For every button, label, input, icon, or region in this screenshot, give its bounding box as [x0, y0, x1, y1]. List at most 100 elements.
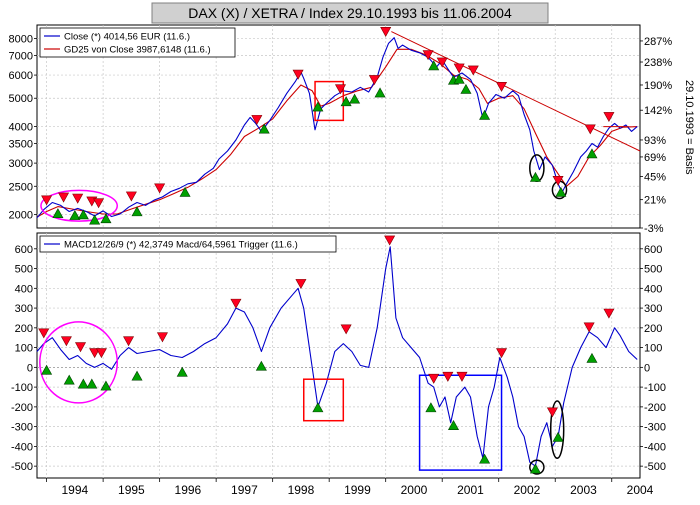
- lower-y-tick-label: 600: [15, 244, 33, 256]
- lower-y-tick-label-right: 400: [644, 283, 662, 295]
- buy-signal-marker: [63, 374, 75, 385]
- sell-signal-marker: [95, 348, 107, 359]
- lower-y-tick-label: 200: [15, 323, 33, 335]
- upper-signal-markers: [41, 27, 615, 225]
- sell-signal-marker: [422, 50, 434, 61]
- sell-signal-marker: [496, 348, 508, 359]
- x-tick-label: 1997: [231, 483, 258, 497]
- sell-signal-marker: [368, 75, 380, 86]
- buy-signal-marker: [586, 148, 598, 159]
- lower-y-tick-label: -100: [11, 382, 33, 394]
- chart-title: DAX (X) / XETRA / Index 29.10.1993 bis 1…: [188, 5, 512, 21]
- pct-tick-label: 238%: [644, 57, 672, 69]
- highlight-box: [314, 80, 345, 122]
- lower-panel: [36, 232, 641, 479]
- pct-tick-label: 142%: [644, 105, 672, 117]
- sell-signal-marker: [467, 65, 479, 76]
- buy-signal-marker: [340, 96, 352, 107]
- buy-signal-marker: [552, 431, 564, 442]
- x-tick-label: 1995: [118, 483, 145, 497]
- sell-signal-marker: [584, 124, 596, 135]
- legend-close: Close (*) 4014,56 EUR (11.6.): [64, 32, 190, 43]
- lower-y-tick-label-right: 0: [644, 362, 650, 374]
- sell-signal-marker: [123, 336, 135, 347]
- lower-y-tick-label-right: 500: [644, 264, 662, 276]
- lower-y-tick-label-right: -100: [644, 382, 666, 394]
- highlight-ellipse: [549, 400, 565, 459]
- sell-signal-marker: [334, 84, 346, 95]
- pct-tick-label: 287%: [644, 36, 672, 48]
- highlight-ellipse: [39, 321, 118, 404]
- upper-y-tick-label: 2000: [9, 210, 33, 222]
- lower-y-tick-label: 100: [15, 343, 33, 355]
- highlight-box: [302, 378, 345, 422]
- buy-signal-marker: [529, 463, 541, 474]
- buy-signal-marker: [312, 402, 324, 413]
- lower-y-tick-label-right: 200: [644, 323, 662, 335]
- buy-signal-marker: [69, 210, 81, 220]
- buy-signal-marker: [349, 93, 361, 104]
- lower-y-tick-label: 500: [15, 264, 33, 276]
- buy-signal-marker: [179, 186, 191, 197]
- buy-signal-marker: [447, 420, 460, 430]
- sell-signal-marker: [60, 336, 72, 347]
- buy-signal-marker: [52, 208, 64, 219]
- lower-y-tick-label: 0: [27, 362, 33, 374]
- lower-y-axis: -500 -500 -400 -400 -300 -300 -200 -200 -100 -100…: [11, 244, 666, 473]
- sell-signal-marker: [436, 57, 448, 68]
- buy-signal-marker: [255, 360, 267, 371]
- upper-y-tick-label: 4000: [9, 122, 33, 134]
- lower-series: [36, 246, 638, 467]
- macd-line: [36, 246, 638, 467]
- sell-signal-marker: [75, 342, 87, 353]
- x-tick-label: 2004: [627, 483, 654, 497]
- chart-title-box: [151, 2, 549, 24]
- right-axis-label: 29.10.1993 = Basis: [683, 80, 695, 175]
- buy-signal-marker: [131, 206, 143, 217]
- buy-signal-marker: [428, 60, 440, 71]
- buy-signal-marker: [258, 123, 270, 134]
- lower-y-tick-label: -300: [11, 422, 33, 434]
- buy-signal-marker: [77, 378, 89, 389]
- sell-signal-marker: [72, 193, 84, 204]
- lower-y-tick-label-right: -400: [644, 441, 666, 453]
- upper-gridlines: [37, 25, 640, 228]
- buy-signal-marker: [131, 370, 143, 381]
- x-tick-label: 2000: [401, 483, 428, 497]
- sell-signal-marker: [583, 322, 595, 333]
- lower-y-tick-label-right: -200: [644, 402, 666, 414]
- highlight-ellipse: [40, 189, 118, 222]
- upper-pct-axis: -3% 21% 45% 69% 93% 142% 190% 238% 287%: [640, 36, 672, 235]
- lower-y-tick-label: 300: [15, 303, 33, 315]
- lower-y-tick-label: 400: [15, 283, 33, 295]
- lower-y-tick-label: -200: [11, 402, 33, 414]
- sell-signal-marker: [380, 27, 392, 37]
- sell-signal-marker: [546, 407, 558, 418]
- sell-signal-marker: [295, 279, 307, 289]
- buy-signal-marker: [529, 171, 541, 182]
- buy-signal-marker: [460, 83, 472, 94]
- sell-signal-marker: [154, 183, 166, 194]
- lower-y-tick-label-right: 600: [644, 244, 662, 256]
- sell-signal-marker: [41, 195, 53, 206]
- x-tick-label: 2003: [570, 483, 597, 497]
- sell-signal-marker: [125, 191, 137, 202]
- upper-legend: Close (*) 4014,56 EUR (11.6.) GD25 von C…: [39, 27, 236, 58]
- buy-signal-marker: [89, 214, 101, 225]
- x-tick-label: 1994: [62, 483, 89, 497]
- buy-signal-marker: [77, 209, 89, 220]
- sell-signal-marker: [251, 115, 263, 126]
- sell-signal-marker: [496, 81, 508, 92]
- sell-signal-marker: [552, 175, 564, 186]
- highlight-ellipse: [529, 459, 545, 475]
- buy-signal-marker: [312, 101, 324, 112]
- lower-legend: MACD12/26/9 (*) 42,3749 Macd/64,5961 Tri…: [39, 235, 337, 253]
- lower-y-tick-label-right: -300: [644, 422, 666, 434]
- lower-y-tick-label-right: -500: [644, 461, 666, 473]
- upper-y-tick-label: 5000: [9, 93, 33, 105]
- upper-y-axis: 2000 2500 3000 3500 4000 5000 6000 7000 8000: [9, 34, 37, 222]
- sell-signal-marker: [93, 198, 105, 209]
- lower-gridlines: [37, 233, 640, 478]
